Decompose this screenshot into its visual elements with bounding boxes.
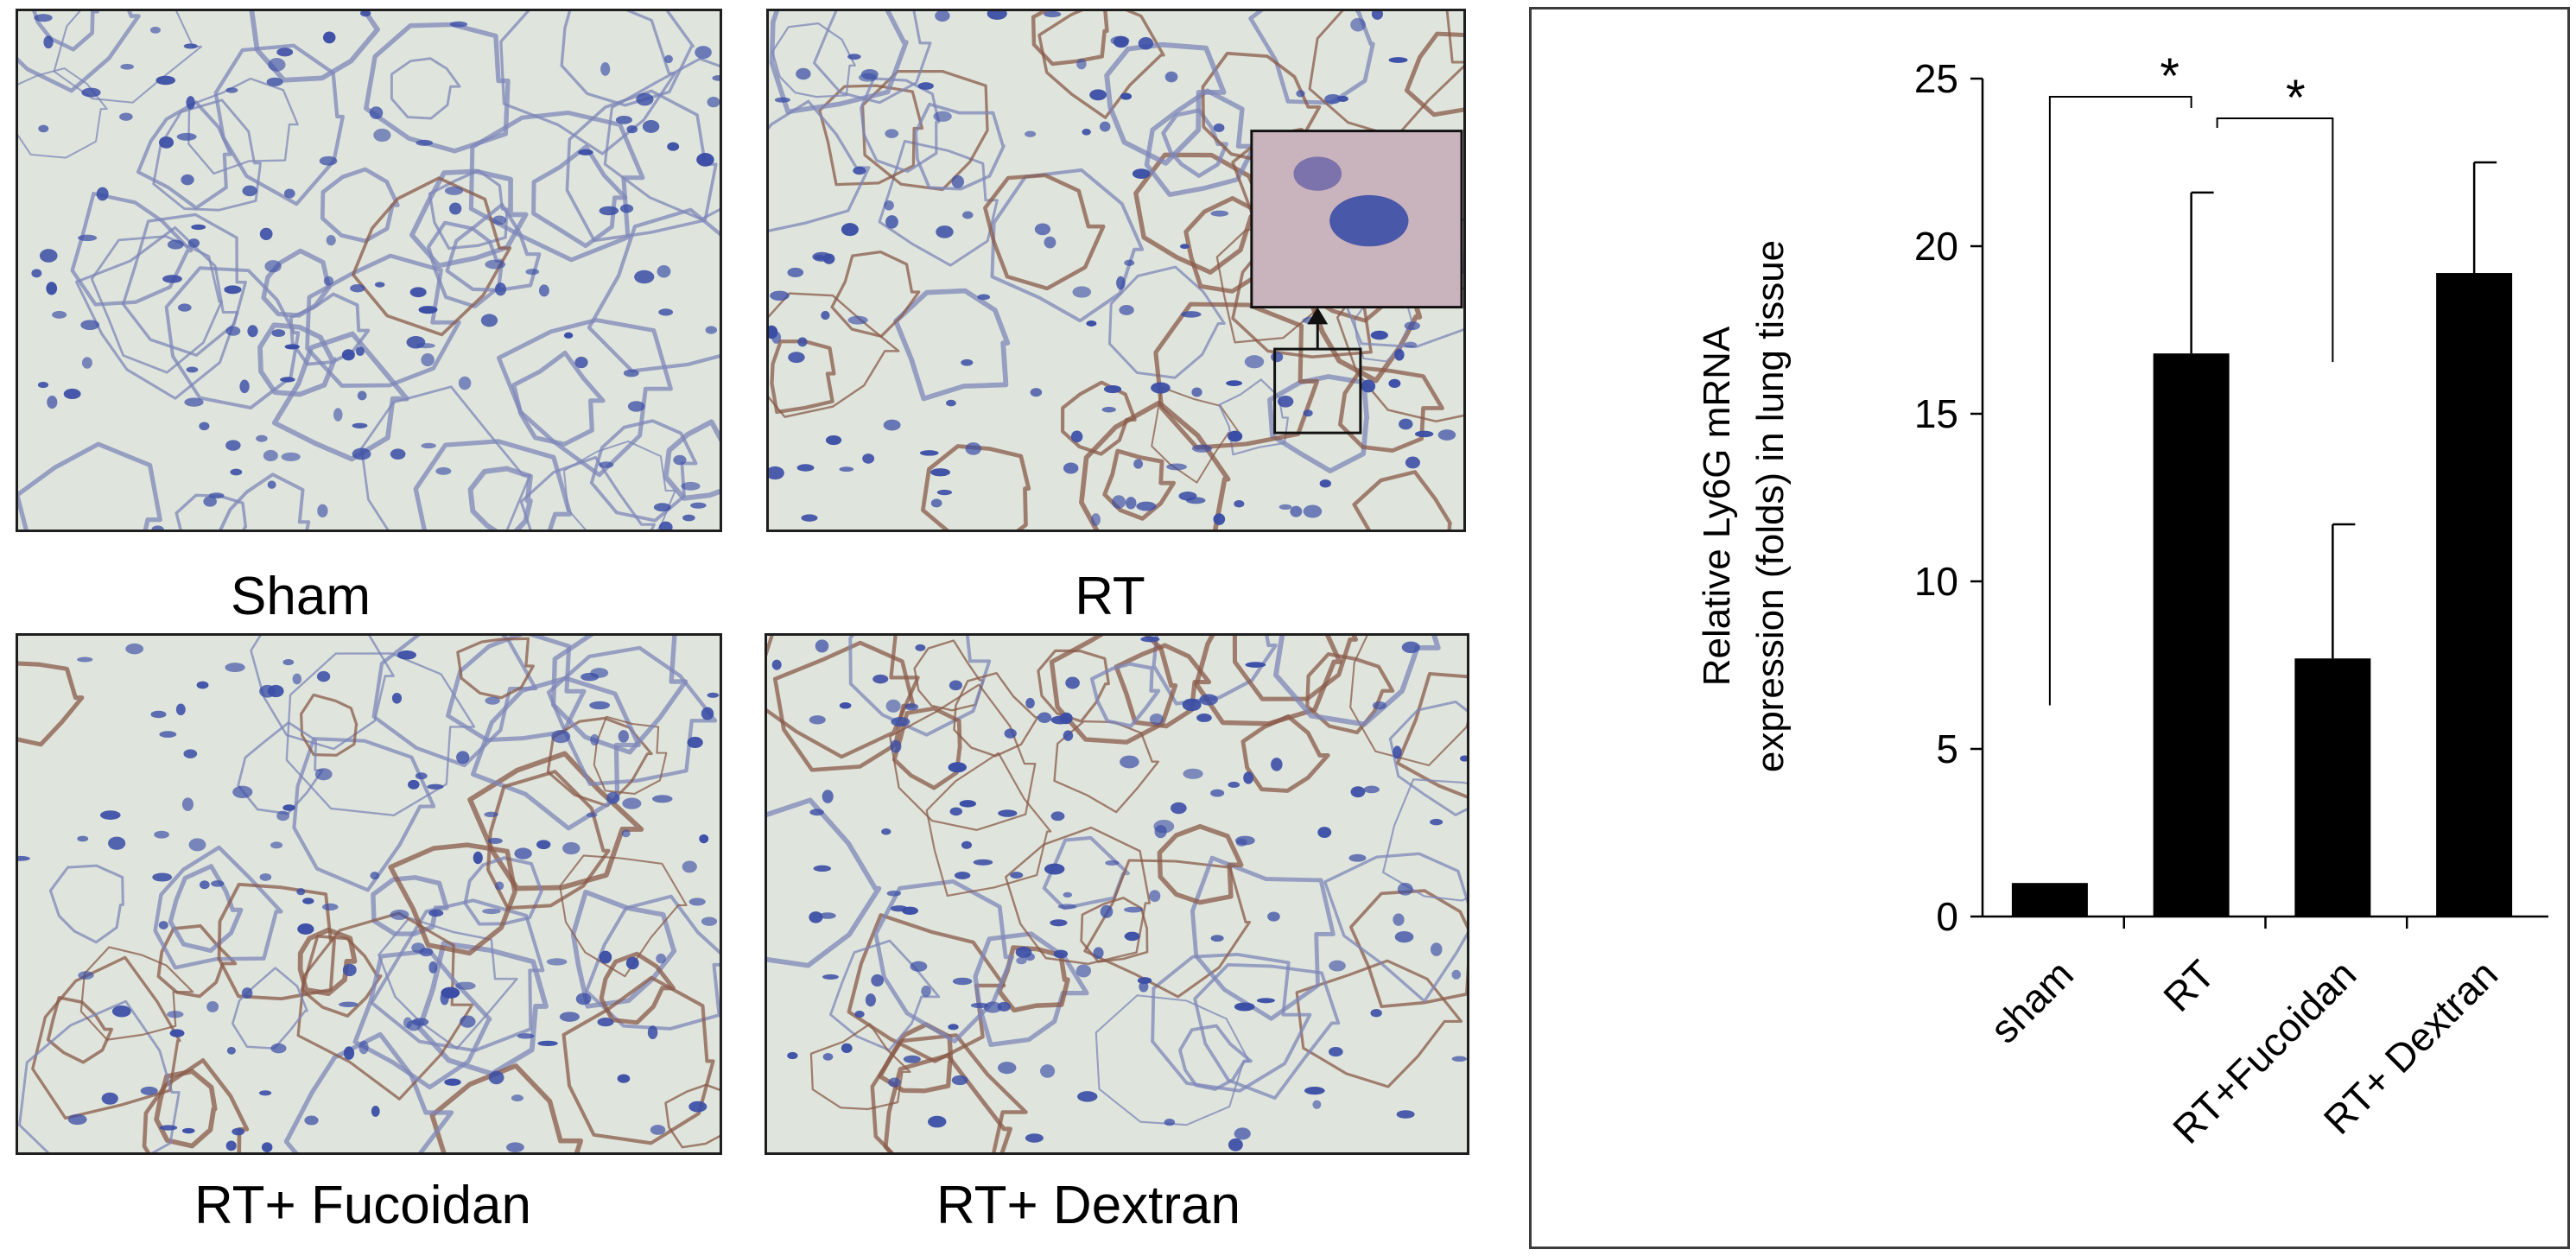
tissue-image-sham (18, 11, 720, 530)
y-tick-label: 15 (1914, 391, 1958, 436)
significance-bracket (2048, 96, 2192, 706)
y-tick-label: 10 (1914, 559, 1958, 604)
tissue-image-rt-fucoidan (18, 636, 720, 1152)
y-tick-label: 20 (1914, 224, 1958, 269)
bar-1 (2153, 353, 2230, 917)
caption-rt: RT (1075, 567, 1145, 626)
caption-rt-dextran: RT+ Dextran (936, 1176, 1241, 1235)
significance-bracket (2216, 117, 2334, 363)
y-axis-label: expression (folds) in lung tissue (1749, 240, 1792, 772)
x-tick-label: sham (1982, 951, 2082, 1051)
caption-rt-fucoidan: RT+ Fucoidan (194, 1176, 531, 1235)
caption-sham: Sham (231, 567, 371, 626)
significance-label: * (2160, 48, 2179, 105)
x-tick-label: RT (2154, 951, 2224, 1020)
bar-0 (2011, 883, 2088, 917)
y-tick-label: 5 (1936, 726, 1958, 771)
micrograph-sham (16, 9, 722, 532)
micrograph-rt-fucoidan (16, 633, 722, 1155)
y-tick-label: 0 (1936, 894, 1958, 939)
micrograph-rt (766, 9, 1466, 532)
bar-3 (2436, 273, 2513, 917)
micrograph-rt-dextran (765, 633, 1469, 1155)
tissue-image-rt (769, 11, 1463, 530)
y-axis-label: Relative Ly6G mRNA (1696, 326, 1738, 686)
tissue-image-rt-dextran (767, 636, 1467, 1152)
bar-2 (2294, 658, 2371, 917)
y-tick-label: 25 (1914, 56, 1958, 101)
significance-label: * (2286, 70, 2306, 126)
